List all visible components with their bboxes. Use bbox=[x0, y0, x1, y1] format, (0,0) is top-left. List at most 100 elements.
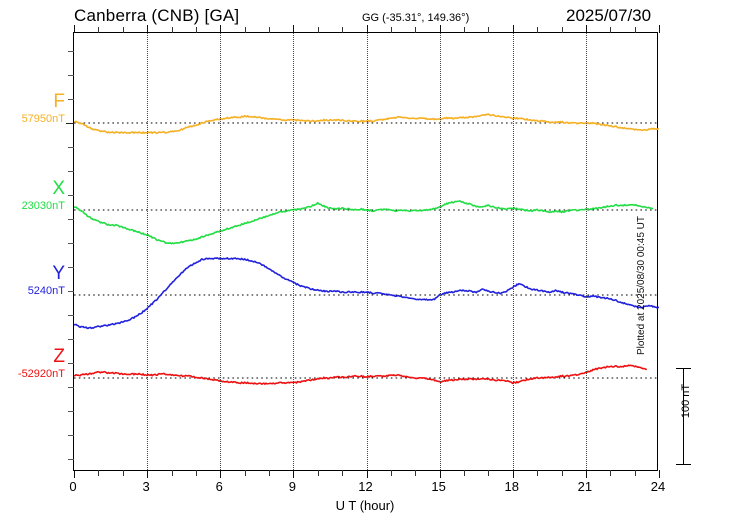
y-tick bbox=[68, 195, 74, 196]
x-tick-8 bbox=[269, 470, 270, 476]
x-tick-8 bbox=[269, 27, 270, 33]
x-tick-14 bbox=[415, 27, 417, 33]
x-tick-2 bbox=[122, 27, 124, 33]
x-tick-4 bbox=[171, 470, 173, 476]
y-tick bbox=[68, 99, 74, 100]
x-tick-18 bbox=[512, 470, 514, 478]
x-tick-11 bbox=[342, 470, 344, 476]
x-tick-6 bbox=[220, 25, 222, 33]
x-tick-12 bbox=[366, 25, 368, 33]
x-tick-16 bbox=[464, 27, 465, 33]
x-axis-title: U T (hour) bbox=[335, 498, 395, 513]
y-tick bbox=[68, 219, 74, 220]
x-tick-18 bbox=[512, 25, 514, 33]
x-tick-1 bbox=[98, 470, 100, 476]
x-tick-17 bbox=[488, 27, 490, 33]
plot-timestamp: Plotted at 2025/08/30 00:45 UT bbox=[636, 216, 647, 355]
x-tick-21 bbox=[585, 470, 587, 478]
x-tick-label-24: 24 bbox=[650, 479, 666, 494]
gridline-21h bbox=[585, 33, 587, 470]
x-tick-19 bbox=[537, 470, 539, 476]
component-label-y: Y 5240nT bbox=[0, 264, 65, 297]
y-tick bbox=[68, 363, 74, 364]
y-tick bbox=[68, 315, 74, 316]
y-tick bbox=[68, 171, 74, 172]
scale-bar-label: 100 nT bbox=[680, 383, 692, 419]
x-tick-12 bbox=[366, 470, 368, 478]
plot-frame bbox=[66, 25, 660, 478]
x-tick-23 bbox=[634, 470, 636, 476]
gridline-6h bbox=[220, 33, 222, 470]
x-tick-13 bbox=[390, 27, 392, 33]
gridline-12h bbox=[366, 33, 368, 470]
x-tick-label-3: 3 bbox=[142, 479, 150, 494]
scale-bar-cap-bottom bbox=[676, 464, 691, 465]
y-tick bbox=[68, 243, 74, 244]
component-baseline-z: -52920nT bbox=[17, 368, 65, 380]
gridline-9h bbox=[293, 33, 295, 470]
y-tick bbox=[68, 51, 74, 52]
gridline-15h bbox=[439, 33, 441, 470]
x-tick-24 bbox=[659, 470, 660, 478]
y-tick bbox=[68, 147, 74, 148]
x-tick-label-9: 9 bbox=[288, 479, 296, 494]
x-tick-16 bbox=[464, 470, 465, 476]
y-tick bbox=[66, 123, 74, 124]
x-tick-0 bbox=[74, 470, 75, 478]
x-tick-3 bbox=[147, 470, 149, 478]
y-tick bbox=[68, 267, 74, 268]
y-tick bbox=[68, 387, 74, 388]
component-label-f: F 57950nT bbox=[0, 92, 65, 125]
x-tick-21 bbox=[585, 25, 587, 33]
x-tick-11 bbox=[342, 27, 344, 33]
x-tick-9 bbox=[293, 25, 295, 33]
x-tick-24 bbox=[659, 25, 660, 33]
y-tick bbox=[68, 411, 74, 412]
x-tick-2 bbox=[122, 470, 124, 476]
x-tick-9 bbox=[293, 470, 295, 478]
component-baseline-x: 23030nT bbox=[21, 200, 65, 212]
component-label-x: X 23030nT bbox=[0, 179, 65, 212]
x-tick-10 bbox=[317, 470, 319, 476]
x-tick-7 bbox=[244, 470, 246, 476]
x-tick-23 bbox=[634, 27, 636, 33]
trace-X bbox=[74, 200, 654, 245]
x-tick-10 bbox=[317, 27, 319, 33]
gridline-3h bbox=[147, 33, 149, 470]
x-tick-22 bbox=[610, 470, 612, 476]
y-tick bbox=[68, 435, 74, 436]
x-tick-7 bbox=[244, 27, 246, 33]
x-tick-label-21: 21 bbox=[577, 479, 593, 494]
x-tick-5 bbox=[195, 27, 197, 33]
x-tick-14 bbox=[415, 470, 417, 476]
component-baseline-y: 5240nT bbox=[27, 285, 65, 297]
x-tick-20 bbox=[561, 470, 563, 476]
component-symbol-z: Z bbox=[53, 346, 65, 367]
x-tick-19 bbox=[537, 27, 539, 33]
x-tick-15 bbox=[439, 25, 441, 33]
x-tick-label-12: 12 bbox=[358, 479, 373, 494]
y-tick bbox=[68, 459, 74, 460]
y-tick bbox=[68, 75, 74, 76]
x-tick-label-15: 15 bbox=[431, 479, 446, 494]
x-tick-6 bbox=[220, 470, 222, 478]
x-tick-label-0: 0 bbox=[69, 479, 77, 494]
scale-bar: 100 nT bbox=[672, 365, 698, 470]
x-tick-17 bbox=[488, 470, 490, 476]
x-tick-22 bbox=[610, 27, 612, 33]
x-tick-label-18: 18 bbox=[504, 479, 519, 494]
trace-Z bbox=[74, 364, 647, 385]
scale-bar-cap-top bbox=[676, 368, 691, 369]
x-tick-15 bbox=[439, 470, 441, 478]
component-baseline-f: 57950nT bbox=[21, 113, 65, 125]
observation-date: 2025/07/30 bbox=[566, 6, 652, 25]
x-tick-0 bbox=[74, 25, 75, 33]
x-tick-4 bbox=[171, 27, 173, 33]
component-symbol-f: F bbox=[53, 91, 65, 112]
geographic-coordinates: GG (-35.31°, 149.36°) bbox=[362, 12, 470, 24]
x-tick-3 bbox=[147, 25, 149, 33]
x-tick-5 bbox=[195, 470, 197, 476]
component-symbol-y: Y bbox=[52, 263, 65, 284]
x-tick-20 bbox=[561, 27, 563, 33]
